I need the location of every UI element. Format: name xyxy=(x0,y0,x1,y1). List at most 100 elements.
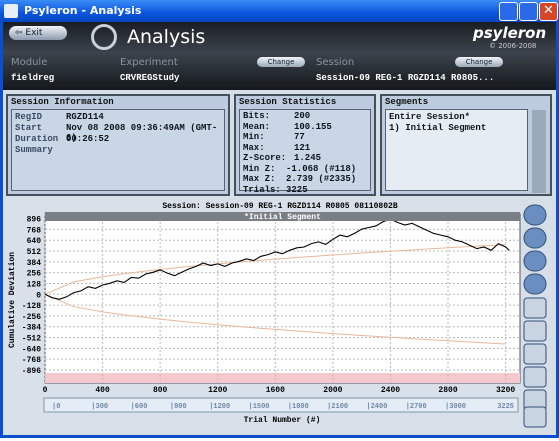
y-tick-label: 768 xyxy=(27,226,42,235)
y-tick-label: 256 xyxy=(27,270,42,279)
zoom-button[interactable] xyxy=(523,250,547,272)
series-line xyxy=(44,293,506,345)
y-tick-label: 384 xyxy=(27,259,42,268)
stat-value: -1.068 (#118) xyxy=(286,163,357,174)
maximize-button[interactable] xyxy=(519,2,538,21)
plot-area xyxy=(44,213,521,384)
info-key: RegID xyxy=(15,112,43,122)
change-experiment[interactable]: Change xyxy=(257,57,305,67)
scrollbar-label: |900 xyxy=(170,403,187,411)
x-tick-label: 400 xyxy=(95,386,110,395)
comment-button[interactable] xyxy=(523,366,547,388)
stat-value: 100.155 xyxy=(294,121,332,132)
stat-key: Min Z: xyxy=(243,163,276,174)
zoom-button[interactable] xyxy=(523,273,547,295)
session-label: Session xyxy=(316,57,355,68)
range-scrollbar[interactable] xyxy=(43,397,519,413)
stat-value: 1.245 xyxy=(294,153,322,163)
y-tick-label: 0 xyxy=(36,291,41,300)
experiment: CRVREGStudy xyxy=(120,73,180,83)
exit-label: Exit xyxy=(25,28,43,38)
series-line xyxy=(44,244,506,295)
scrollbar-label: |2100 xyxy=(327,403,348,411)
y-tick-label: -512 xyxy=(22,335,41,344)
x-tick-label: 2800 xyxy=(438,386,457,395)
stat-key: Min: xyxy=(243,132,265,142)
share-button[interactable] xyxy=(523,343,547,365)
marker-band xyxy=(45,373,520,383)
y-tick-label: -768 xyxy=(22,356,41,365)
panel-body: Bits: 200 Mean: 100.155 Min: 77 Max: 121 Z-Score… xyxy=(239,109,371,195)
header: ⇦ Exit Analysis psyleron © 2006-2008 Mod… xyxy=(3,22,556,90)
expand-button[interactable] xyxy=(523,406,547,428)
window-title: Psyleron - Analysis xyxy=(24,4,142,17)
x-tick-label: 2000 xyxy=(323,386,342,395)
y-tick-label: 896 xyxy=(27,216,42,225)
scrollbar-label: |0 xyxy=(52,403,60,411)
info-value: Nov 08 2008 09:36:49AM (GMT-6) xyxy=(66,123,218,143)
x-axis-label: Trial Number (#) xyxy=(244,416,321,425)
y-tick-label: -256 xyxy=(22,313,41,322)
segment-item: Entire Session* xyxy=(389,112,471,122)
info-value: RGZD114 xyxy=(66,112,104,122)
session-stats-panel: Session Statistics Bits: 200 Mean: 100.155 M… xyxy=(234,94,376,196)
segments-panel: Segments Entire Session* 1) Initial Segme… xyxy=(380,94,552,196)
change-session[interactable]: Change xyxy=(455,57,503,67)
y-tick-label: 512 xyxy=(27,248,42,257)
y-tick-label: -896 xyxy=(22,367,41,376)
panel-body: RegID RGZD114 Start Nov 08 2008 09:36:49AM … xyxy=(11,109,225,191)
brand: psyleron xyxy=(473,24,547,42)
y-tick-label: -640 xyxy=(22,345,41,354)
x-tick-label: 800 xyxy=(153,386,168,395)
stat-value: 3225 xyxy=(286,184,308,195)
stat-key: Z-Score: xyxy=(243,153,287,163)
info-key: Summary xyxy=(15,145,53,155)
info-key: Duration xyxy=(15,134,59,144)
scrollbar-label: |2400 xyxy=(366,403,387,411)
scrollbar[interactable] xyxy=(532,110,546,193)
module: fieldreg xyxy=(11,73,55,83)
stat-key: Mean: xyxy=(243,121,271,132)
import-button[interactable] xyxy=(523,320,547,342)
stat-key: Max Z: xyxy=(243,174,276,184)
y-axis-label: Cumulative Deviation xyxy=(8,252,17,348)
stat-key: Max: xyxy=(243,142,265,153)
segment-label: *Initial Segment xyxy=(244,213,321,222)
zoom-button[interactable] xyxy=(523,204,547,226)
stat-key: Trials: xyxy=(243,184,281,195)
exit-button[interactable]: ⇦ Exit xyxy=(9,26,67,40)
scrollbar-label: 3225 xyxy=(497,403,514,411)
analysis-icon xyxy=(91,24,117,50)
info-key: Start xyxy=(15,123,43,133)
session: Session-09 REG-1 RGZD114 R0805... xyxy=(316,73,495,83)
info-value: 00:26:52 xyxy=(66,134,110,144)
copyright: © 2006-2008 xyxy=(489,42,537,50)
stat-value: 2.739 (#2335) xyxy=(286,174,357,184)
chart-title: Session: Session-09 REG-1 RGZD114 R0805 … xyxy=(162,202,397,211)
export-button[interactable] xyxy=(523,297,547,319)
segment-list[interactable]: Entire Session* 1) Initial Segment xyxy=(385,109,528,191)
x-tick-label: 0 xyxy=(43,386,48,395)
panel-title: Session Statistics xyxy=(239,97,337,107)
y-tick-label: -384 xyxy=(22,324,41,333)
stat-value: 200 xyxy=(294,111,311,121)
stat-value: 121 xyxy=(294,142,311,153)
scrollbar-label: |2700 xyxy=(406,403,427,411)
stat-value: 77 xyxy=(294,132,305,142)
segment-item: 1) Initial Segment xyxy=(389,123,487,133)
zoom-button[interactable] xyxy=(523,227,547,249)
app-icon xyxy=(4,4,18,18)
x-tick-label: 2400 xyxy=(381,386,400,395)
segment-bar xyxy=(45,212,520,221)
scrollbar-label: |1800 xyxy=(288,403,309,411)
scrollbar-label: |1200 xyxy=(209,403,230,411)
close-button[interactable]: ✕ xyxy=(539,2,558,21)
heading: Analysis xyxy=(127,26,206,48)
scrollbar-label: |600 xyxy=(131,403,148,411)
y-tick-label: -128 xyxy=(22,302,41,311)
minimize-button[interactable] xyxy=(499,2,518,21)
x-tick-label: 3200 xyxy=(496,386,515,395)
session-info-panel: Session Information RegID RGZD114 Start Nov… xyxy=(6,94,230,196)
